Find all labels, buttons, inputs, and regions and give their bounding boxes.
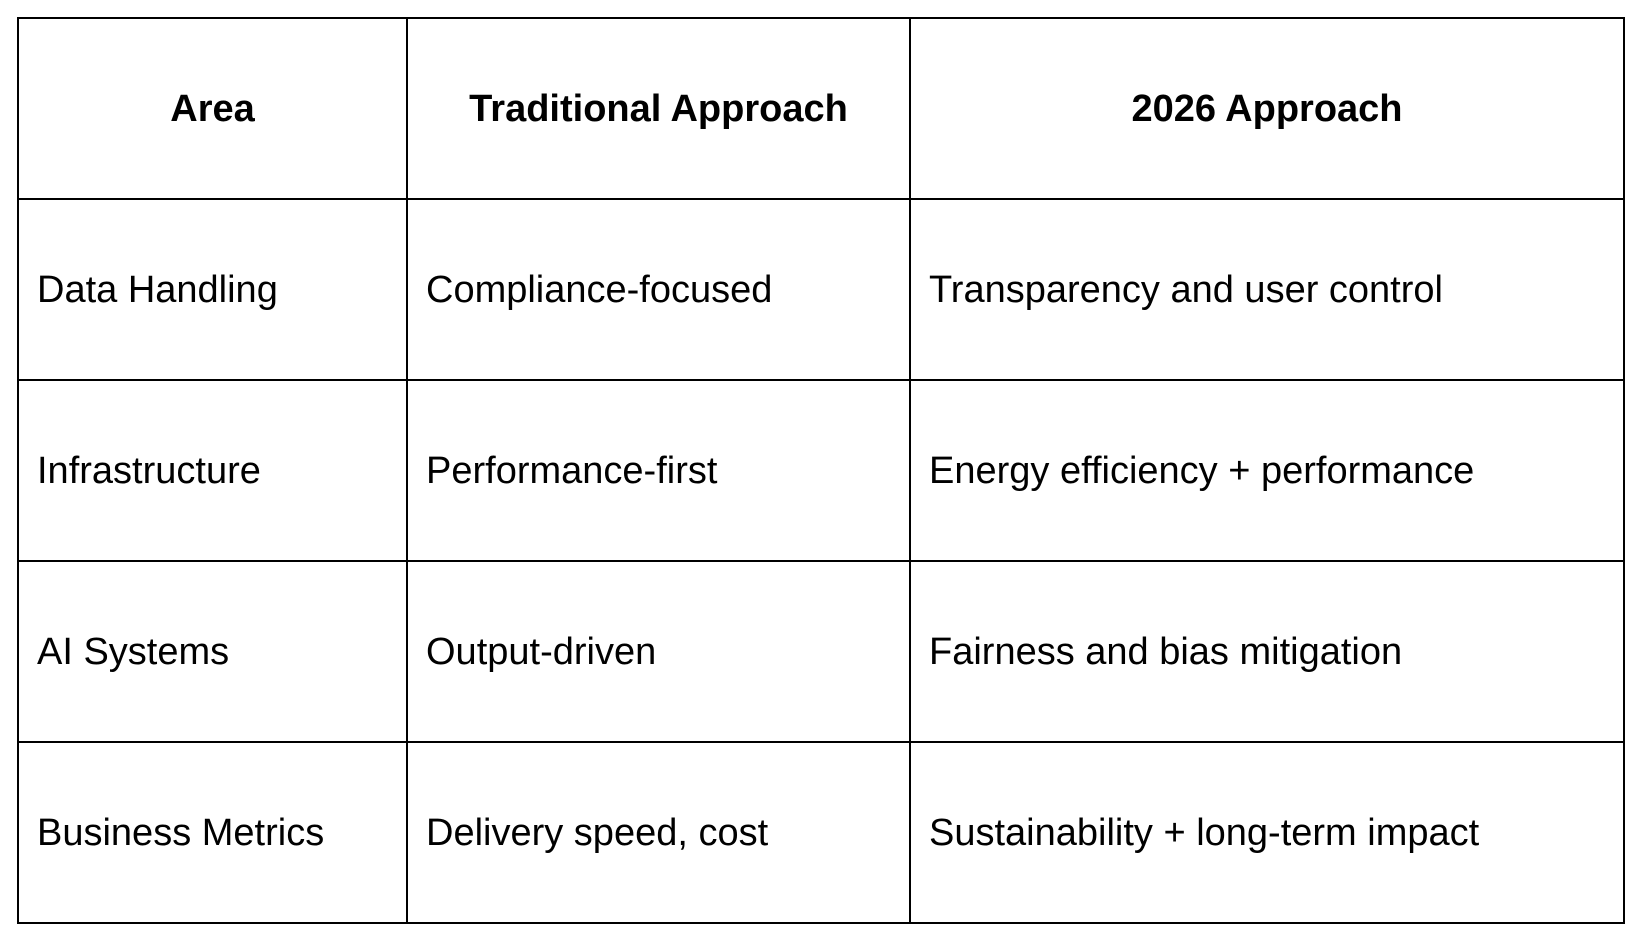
header-traditional-approach: Traditional Approach [406,17,911,200]
cell-2026: Fairness and bias mitigation [909,560,1625,743]
table-header-row: Area Traditional Approach 2026 Approach [17,17,1625,200]
table-row: Data Handling Compliance-focused Transpa… [17,198,1625,381]
cell-area: AI Systems [17,560,408,743]
cell-2026: Sustainability + long-term impact [909,741,1625,924]
table-row: Business Metrics Delivery speed, cost Su… [17,741,1625,924]
cell-area: Business Metrics [17,741,408,924]
cell-traditional: Output-driven [406,560,911,743]
table-row: Infrastructure Performance-first Energy … [17,379,1625,562]
header-area: Area [17,17,408,200]
cell-traditional: Compliance-focused [406,198,911,381]
header-2026-approach: 2026 Approach [909,17,1625,200]
cell-area: Data Handling [17,198,408,381]
comparison-table: Area Traditional Approach 2026 Approach … [17,17,1625,924]
cell-2026: Transparency and user control [909,198,1625,381]
cell-2026: Energy efficiency + performance [909,379,1625,562]
cell-traditional: Delivery speed, cost [406,741,911,924]
cell-traditional: Performance-first [406,379,911,562]
table-row: AI Systems Output-driven Fairness and bi… [17,560,1625,743]
cell-area: Infrastructure [17,379,408,562]
